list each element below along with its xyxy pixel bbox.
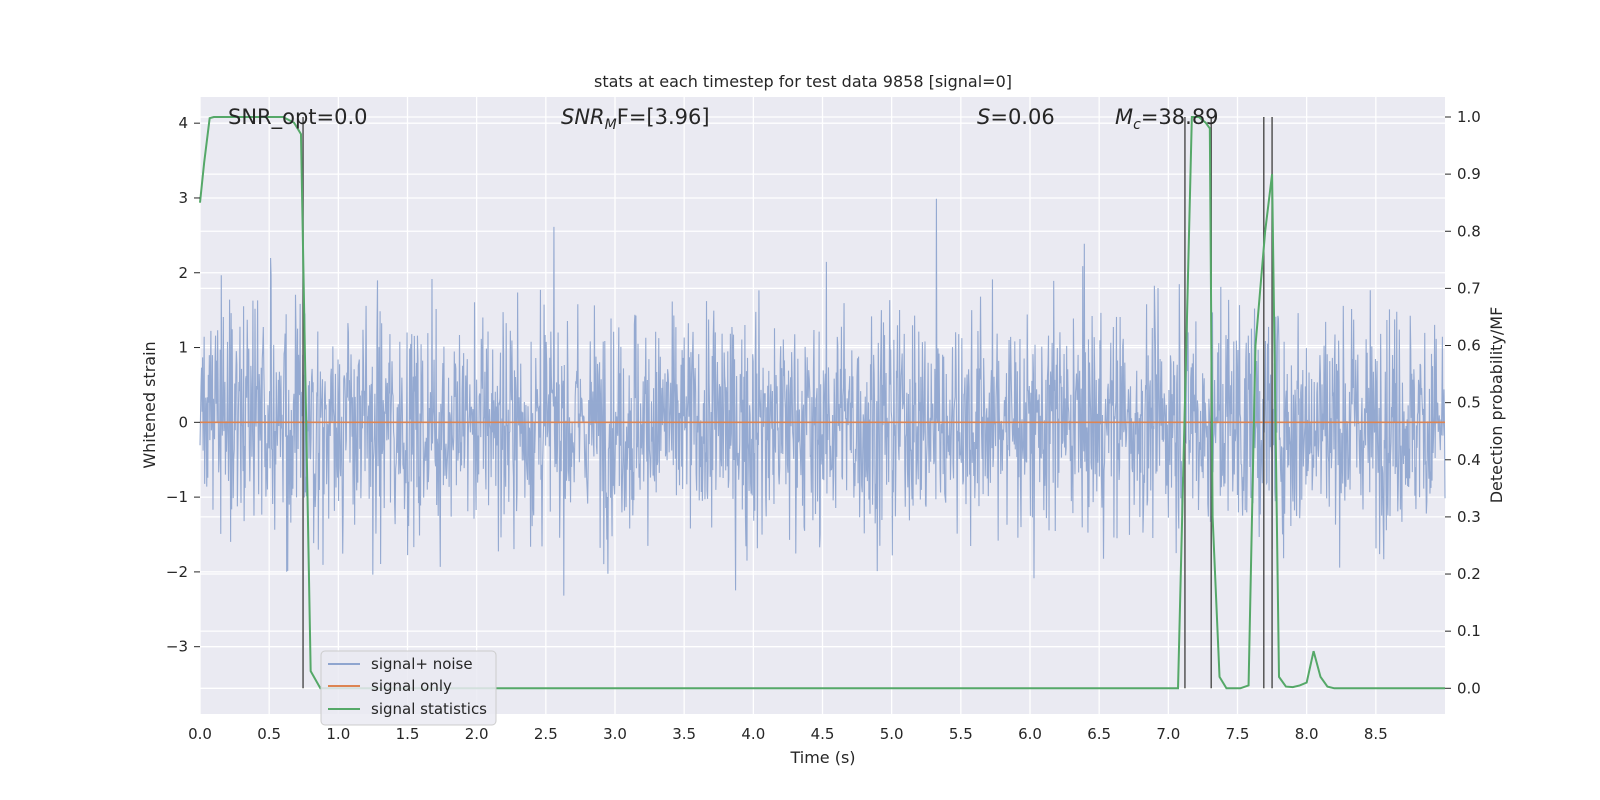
mc-main: M [1115, 105, 1133, 129]
right-y-tick-label: 0.4 [1457, 451, 1481, 469]
right-y-tick-label: 0.2 [1457, 565, 1481, 583]
left-y-tick-label: 2 [178, 264, 188, 282]
x-tick-label: 0.0 [188, 725, 212, 743]
snr-mf-sub: M [605, 117, 617, 133]
right-y-tick-label: 0.0 [1457, 679, 1481, 697]
left-y-tick-label: 4 [178, 114, 188, 132]
x-tick-label: 8.5 [1364, 725, 1388, 743]
annotation-mc: Mc=38.89 [1115, 105, 1219, 133]
right-y-tick-label: 0.3 [1457, 508, 1481, 526]
annotation-snr-opt: SNR_opt=0.0 [228, 105, 368, 130]
snr-mf-rest: F=[3.96] [617, 105, 710, 129]
x-tick-label: 0.5 [257, 725, 281, 743]
chart-title: stats at each timestep for test data 985… [594, 72, 1012, 91]
left-y-tick-label: 0 [178, 413, 188, 431]
right-y-tick-label: 1.0 [1457, 108, 1481, 126]
x-tick-label: 7.0 [1156, 725, 1180, 743]
x-tick-label: 2.0 [465, 725, 489, 743]
signal-noise-trace [199, 198, 1446, 596]
right-y-tick-label: 0.9 [1457, 165, 1481, 183]
left-y-axis-label: Whitened strain [140, 341, 159, 468]
annotation-s: S=0.06 [977, 105, 1055, 129]
x-tick-label: 4.5 [811, 725, 835, 743]
x-tick-label: 3.5 [672, 725, 696, 743]
left-y-tick-label: −2 [166, 563, 188, 581]
x-tick-label: 2.5 [534, 725, 558, 743]
mc-sub: c [1133, 117, 1141, 133]
left-y-tick-label: −1 [166, 488, 188, 506]
mc-rest: =38.89 [1141, 105, 1219, 129]
right-y-tick-label: 0.5 [1457, 394, 1481, 412]
x-tick-label: 3.0 [603, 725, 627, 743]
annotation-snr-mf: SNRMF=[3.96] [561, 105, 710, 133]
left-y-tick-labels: −3 −2 −1 0 1 2 3 4 [166, 114, 200, 656]
x-tick-label: 6.0 [1018, 725, 1042, 743]
x-tick-labels: 0.0 0.5 1.0 1.5 2.0 2.5 3.0 3.5 4.0 4.5 5.0 5.5 6.0 6… [188, 725, 1388, 743]
s-main: S [977, 105, 990, 129]
legend-label-signal: signal only [371, 677, 452, 695]
signal-noise-series [199, 198, 1446, 596]
x-tick-label: 8.0 [1295, 725, 1319, 743]
legend-box [320, 650, 497, 726]
right-y-tick-label: 0.6 [1457, 337, 1481, 355]
right-y-tick-label: 0.1 [1457, 622, 1481, 640]
x-axis-label: Time (s) [789, 748, 855, 767]
x-tick-label: 5.5 [949, 725, 973, 743]
signal-statistics-series [199, 116, 1445, 690]
left-y-tick-label: −3 [166, 638, 188, 656]
legend: signal+ noise signal only signal statist… [320, 650, 497, 726]
s-rest: =0.06 [990, 105, 1054, 129]
x-tick-label: 5.0 [880, 725, 904, 743]
legend-label-noise: signal+ noise [371, 655, 473, 673]
right-y-axis-label: Detection probability/MF [1487, 307, 1506, 504]
right-y-tick-label: 0.7 [1457, 279, 1481, 297]
right-y-tick-labels: 0.0 0.1 0.2 0.3 0.4 0.5 0.6 0.7 0.8 0.9 1.0 [1445, 108, 1481, 697]
x-tick-label: 6.5 [1087, 725, 1111, 743]
left-y-tick-label: 3 [178, 189, 188, 207]
legend-label-stats: signal statistics [371, 700, 487, 718]
x-tick-label: 1.5 [396, 725, 420, 743]
x-tick-label: 4.0 [741, 725, 765, 743]
snr-mf-main: SNR [561, 105, 605, 129]
left-y-tick-label: 1 [178, 339, 188, 357]
x-tick-label: 1.0 [326, 725, 350, 743]
right-y-tick-label: 0.8 [1457, 222, 1481, 240]
x-tick-label: 7.5 [1226, 725, 1250, 743]
